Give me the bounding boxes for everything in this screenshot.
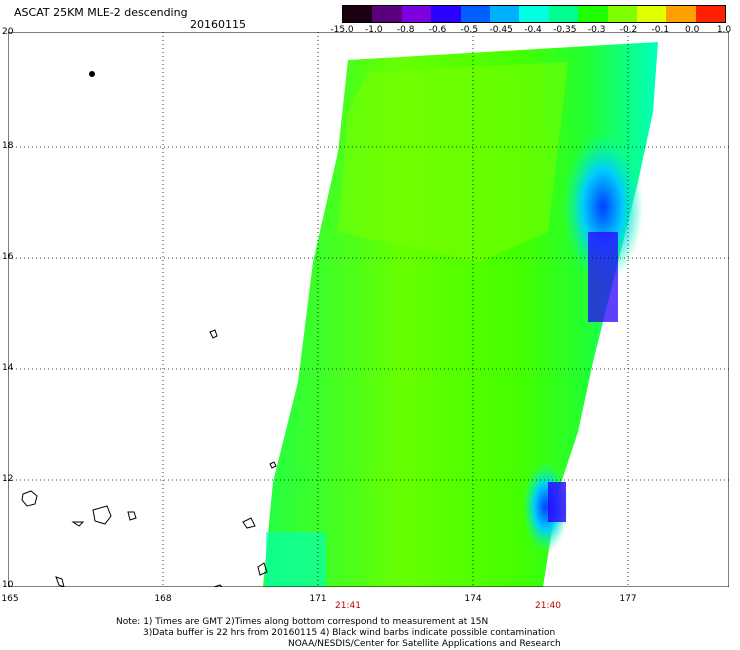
color-scale-tick-label: -0.8: [396, 25, 415, 35]
lat-label-16: 16: [2, 252, 14, 262]
color-scale-segment: [372, 6, 402, 22]
color-scale-segment: [636, 6, 667, 22]
note-line-3: NOAA/NESDIS/Center for Satellite Applica…: [288, 639, 561, 649]
lat-label-18: 18: [2, 141, 14, 151]
time-label-2: 21:40: [535, 601, 561, 611]
time-label-1: 21:41: [335, 601, 361, 611]
swath-highlight: [338, 62, 568, 262]
color-scale-segment: [401, 6, 432, 22]
color-scale-tick-label: -15.0: [330, 25, 354, 35]
color-scale-tick-label: -1.0: [365, 25, 383, 35]
lat-label-12: 12: [2, 474, 14, 484]
lon-label-165: 165: [1, 594, 19, 604]
color-scale-tick-label: -0.4: [524, 25, 542, 35]
lon-label-168: 168: [154, 594, 172, 604]
lon-label-171: 171: [309, 594, 327, 604]
color-scale-segment: [489, 6, 520, 22]
color-scale-segment: [695, 6, 726, 22]
swath-map: [8, 32, 729, 587]
color-scale-segment: [519, 6, 549, 22]
lon-label-174: 174: [464, 594, 482, 604]
island-dot: [89, 71, 95, 77]
lat-grid: [8, 146, 729, 481]
color-scale-segment: [460, 6, 490, 22]
note-line-1: Note: 1) Times are GMT 2)Times along bot…: [116, 617, 489, 627]
date-label: 20160115: [190, 18, 246, 31]
color-scale-tick-label: -0.45: [489, 25, 513, 35]
note-line-2: 3)Data buffer is 22 hrs from 20160115 4)…: [143, 628, 556, 638]
lat-label-20: 20: [2, 27, 14, 37]
color-scale-tick-label: -0.2: [619, 25, 638, 35]
color-scale-bar: [342, 5, 726, 23]
color-scale-tick-label: 1.0: [716, 25, 732, 35]
color-scale-tick-label: 0.0: [684, 25, 700, 35]
color-scale-segment: [607, 6, 637, 22]
color-scale-tick-label: -0.1: [651, 25, 670, 35]
edge-anomaly-mid: [588, 232, 618, 322]
color-scale-segment: [578, 6, 608, 22]
lat-label-14: 14: [2, 363, 14, 373]
lower-left-cyan: [266, 532, 326, 587]
color-scale-tick-label: -0.3: [587, 25, 606, 35]
edge-anomaly-lower-core: [548, 482, 566, 522]
color-scale-tick-label: -0.6: [428, 25, 447, 35]
color-scale-segment: [431, 6, 461, 22]
lat-label-10: 10: [2, 580, 14, 590]
color-scale-tick-label: -0.5: [460, 25, 479, 35]
lon-label-177: 177: [619, 594, 637, 604]
map-title: ASCAT 25KM MLE-2 descending: [14, 6, 188, 19]
color-scale-tick-label: -0.35: [553, 25, 577, 35]
color-scale-segment: [666, 6, 696, 22]
color-scale-segment: [343, 6, 373, 22]
color-scale-segment: [548, 6, 579, 22]
lon-grid: [162, 32, 629, 587]
island-outlines: [21, 329, 277, 587]
